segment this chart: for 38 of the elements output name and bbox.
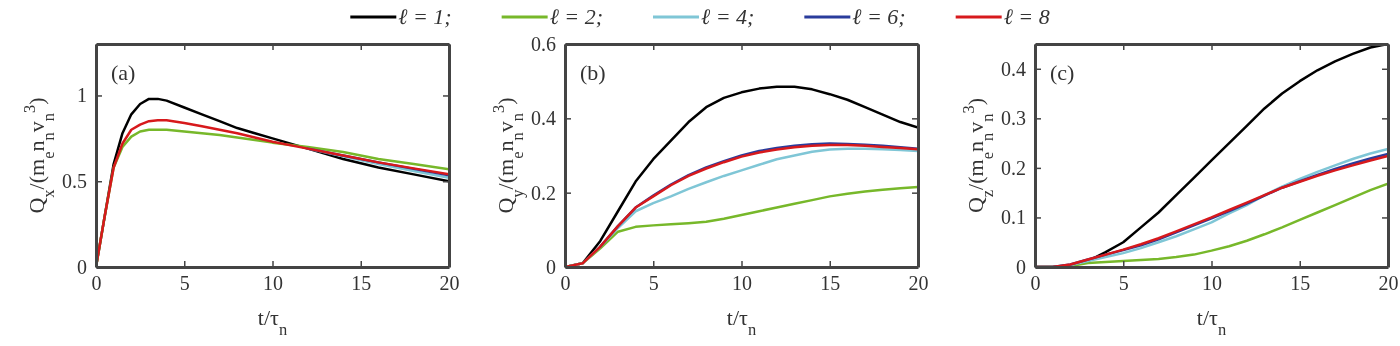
x-tick-label: 0	[91, 272, 102, 295]
y-tick-label: 0.5	[62, 170, 87, 193]
legend-label: ℓ = 4;	[700, 4, 755, 29]
x-tick-label: 0	[560, 272, 571, 295]
x-tick-label: 15	[820, 272, 841, 295]
annotation: (c)	[1050, 60, 1075, 85]
x-tick-label: 5	[179, 272, 190, 295]
y-tick-label: 0.2	[531, 181, 556, 204]
legend-label: ℓ = 8	[1003, 4, 1050, 29]
y-tick-label: 0.1	[1001, 206, 1026, 229]
y-tick-label: 0.6	[531, 32, 556, 55]
y-tick-label: 0.2	[1001, 156, 1026, 179]
x-tick-label: 20	[1378, 272, 1399, 295]
annotation: (b)	[580, 60, 606, 85]
x-axis-title: t/τ$_{n}$	[726, 305, 757, 339]
x-tick-label: 15	[351, 272, 372, 295]
legend-label: ℓ = 2;	[549, 4, 603, 29]
x-tick-label: 5	[1118, 272, 1129, 295]
y-tick-label: 0.3	[1001, 107, 1026, 130]
x-tick-label: 20	[439, 272, 460, 295]
x-axis-title: t/τ$_{n}$	[1196, 305, 1227, 339]
x-tick-label: 20	[908, 272, 929, 295]
x-tick-label: 10	[263, 272, 283, 295]
y-tick-label: 0.4	[1001, 57, 1026, 80]
x-axis-title: t/τ$_{n}$	[257, 305, 288, 339]
x-tick-label: 5	[648, 272, 659, 295]
legend-label: ℓ = 1;	[398, 4, 452, 29]
y-tick-label: 0	[77, 255, 87, 278]
y-tick-label: 0	[546, 255, 556, 278]
x-tick-label: 10	[1202, 272, 1222, 295]
annotation: (a)	[111, 60, 136, 85]
y-tick-label: 0.4	[531, 107, 556, 130]
y-tick-label: 1	[77, 84, 87, 107]
y-tick-label: 0	[1016, 255, 1026, 278]
legend-label: ℓ = 6;	[852, 4, 906, 29]
x-tick-label: 0	[1030, 272, 1041, 295]
x-tick-label: 15	[1290, 272, 1311, 295]
x-tick-label: 10	[732, 272, 752, 295]
